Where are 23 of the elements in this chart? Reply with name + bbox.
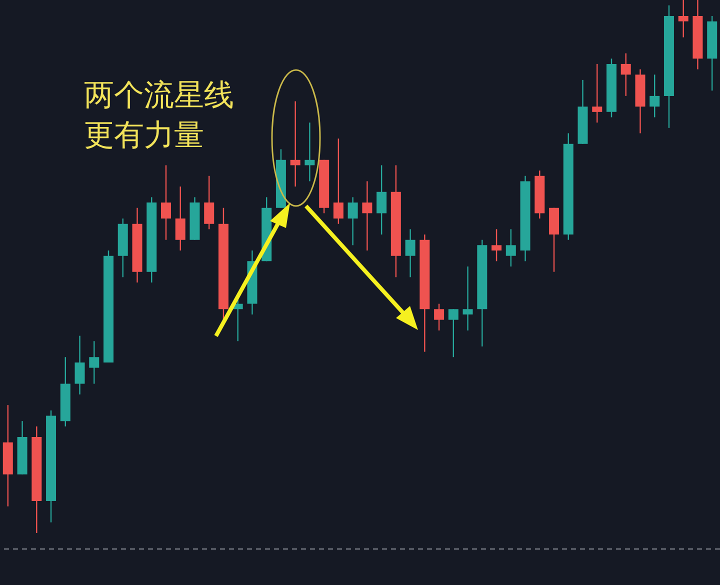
candlestick — [462, 266, 473, 332]
candlestick — [89, 340, 100, 384]
candlestick — [592, 63, 602, 124]
candlestick — [492, 228, 502, 262]
candlestick — [204, 175, 214, 230]
candlestick — [290, 100, 300, 188]
candlestick — [434, 303, 444, 332]
candlestick — [304, 122, 315, 182]
candlestick — [506, 228, 516, 268]
candlestick — [376, 164, 387, 236]
candlestick — [160, 164, 171, 240]
candlestick — [650, 74, 660, 118]
candlestick — [362, 180, 372, 252]
candlestick — [405, 228, 416, 278]
candlestick — [448, 308, 458, 358]
candlestick — [175, 186, 186, 252]
candlestick — [333, 138, 344, 224]
candlestick — [348, 196, 358, 246]
candlestick — [74, 335, 85, 396]
candlestick — [620, 52, 631, 97]
annotation: 更有力量 — [84, 118, 204, 153]
annotation: 两个流星线 — [84, 78, 234, 113]
candlestick — [678, 0, 688, 38]
